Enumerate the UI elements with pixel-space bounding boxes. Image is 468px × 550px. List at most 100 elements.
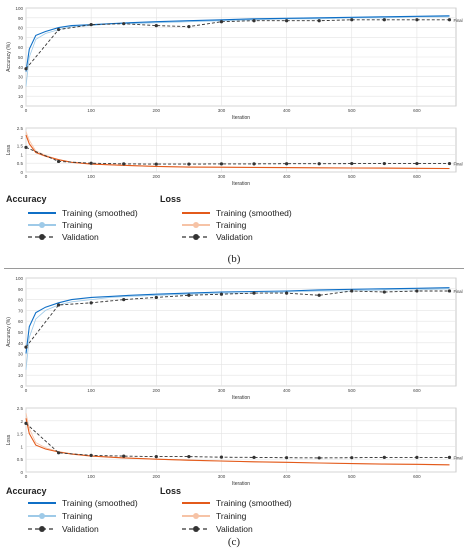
y-tick-label: 70 — [18, 35, 24, 40]
plot-area — [25, 127, 457, 173]
loss-training-swatch — [182, 513, 210, 519]
validation-point — [122, 162, 126, 166]
legend-loss-title: Loss — [160, 194, 182, 204]
y-tick-label: 70 — [18, 308, 24, 313]
validation-point — [447, 289, 452, 293]
y-tick-label: 1.5 — [17, 432, 24, 437]
validation-point — [154, 295, 158, 300]
validation-point — [154, 455, 158, 459]
validation-point — [350, 456, 354, 460]
y-tick-label: 60 — [18, 45, 24, 50]
validation-point — [317, 456, 321, 460]
legend-loss-smoothed-label: Training (smoothed) — [216, 498, 292, 508]
validation-point — [219, 292, 224, 296]
y-axis-label: Loss — [6, 434, 12, 445]
validation-point — [24, 67, 28, 71]
y-tick-label: 0 — [20, 170, 23, 175]
validation-point — [382, 161, 386, 166]
x-tick-label: 500 — [348, 474, 356, 479]
validation-point — [382, 455, 386, 460]
y-tick-label: 20 — [18, 362, 24, 367]
validation-point — [285, 291, 289, 295]
validation-point — [252, 455, 256, 460]
validation-line — [25, 423, 450, 459]
validation-point — [154, 162, 158, 166]
validation-point — [56, 159, 61, 164]
acc-training-swatch — [28, 222, 56, 228]
legend-acc-smoothed-label: Training (smoothed) — [62, 208, 138, 218]
final-label: Final — [453, 455, 462, 460]
x-tick-label: 200 — [153, 474, 161, 479]
y-tick-label: 0 — [20, 470, 23, 475]
validation-point — [447, 161, 452, 166]
legend-acc-validation: Validation — [28, 232, 99, 242]
validation-point — [415, 289, 419, 293]
validation-point — [24, 345, 28, 349]
acc-validation-swatch — [28, 526, 56, 532]
x-tick-label: 200 — [153, 174, 161, 179]
legend-loss-validation-label: Validation — [216, 232, 253, 242]
validation-point — [415, 455, 419, 460]
y-tick-label: 0.5 — [17, 161, 24, 166]
loss-chart-c: 0 0.5 1 1.5 2 2.5 0 100 200 300 400 500 600 Iteration… — [6, 406, 463, 486]
y-axis-label: Accuracy (%) — [6, 42, 12, 72]
y-tick-label: 90 — [18, 16, 24, 21]
x-tick-label: 400 — [283, 174, 291, 179]
y-tick-label: 80 — [18, 26, 24, 31]
validation-point — [382, 290, 386, 294]
legend-loss-training-label: Training — [216, 511, 247, 521]
y-tick-label: 60 — [18, 319, 24, 324]
y-tick-label: 0 — [20, 104, 23, 109]
y-tick-label: 2.5 — [17, 406, 24, 411]
y-tick-label: 2 — [20, 135, 23, 140]
x-tick-label: 300 — [218, 174, 226, 179]
training-smoothed-line — [25, 418, 450, 466]
y-tick-label: 90 — [18, 287, 24, 292]
validation-point — [350, 161, 354, 166]
validation-point — [89, 161, 93, 165]
y-tick-label: 2 — [20, 419, 23, 424]
x-tick-label: 0 — [25, 474, 28, 479]
y-axis-label: Loss — [6, 144, 12, 155]
legend-c: Accuracy Loss Training (smoothed) Traini… — [0, 482, 468, 544]
caption-b: (b) — [227, 253, 241, 265]
x-axis-label: Iteration — [232, 395, 250, 400]
x-tick-label: 400 — [283, 388, 291, 393]
legend-acc-training-label: Training — [62, 220, 93, 230]
x-axis-label: Iteration — [232, 115, 250, 120]
validation-point — [24, 145, 28, 149]
legend-accuracy-title: Accuracy — [6, 486, 47, 496]
x-tick-label: 500 — [348, 388, 356, 393]
y-tick-label: 100 — [15, 276, 23, 281]
x-tick-label: 600 — [413, 174, 421, 179]
loss-chart-b: 0 0.5 1 1.5 2 2.5 0 100 200 300 400 500 600 Iteration… — [6, 126, 463, 186]
x-tick-label: 200 — [153, 388, 161, 393]
legend-loss-training-label: Training — [216, 220, 247, 230]
validation-line — [25, 290, 450, 348]
validation-point — [415, 161, 419, 166]
legend-acc-smoothed: Training (smoothed) — [28, 208, 138, 218]
validation-point — [252, 19, 256, 23]
plot-area — [25, 407, 457, 473]
loss-training-swatch — [182, 222, 210, 228]
y-tick-label: 30 — [18, 352, 24, 357]
validation-point — [415, 18, 419, 22]
x-tick-label: 300 — [218, 108, 226, 113]
x-tick-label: 400 — [283, 474, 291, 479]
legend-loss-training: Training — [182, 220, 246, 230]
y-tick-label: 20 — [18, 84, 24, 89]
x-tick-label: 100 — [87, 474, 95, 479]
x-tick-label: 600 — [413, 388, 421, 393]
legend-loss-validation-label: Validation — [216, 524, 253, 534]
y-tick-label: 0 — [20, 384, 23, 389]
legend-loss-validation: Validation — [182, 232, 253, 242]
acc-training-swatch — [28, 513, 56, 519]
validation-point — [56, 451, 61, 455]
accuracy-chart-c: 0 10 20 30 40 50 60 70 80 90 100 0 100 200 300 400 500 60… — [6, 276, 463, 400]
x-tick-label: 100 — [87, 388, 95, 393]
x-tick-label: 300 — [218, 388, 226, 393]
validation-point — [187, 25, 191, 29]
validation-line — [25, 19, 450, 70]
y-axis-label: Accuracy (%) — [6, 317, 12, 347]
validation-point — [285, 19, 289, 23]
